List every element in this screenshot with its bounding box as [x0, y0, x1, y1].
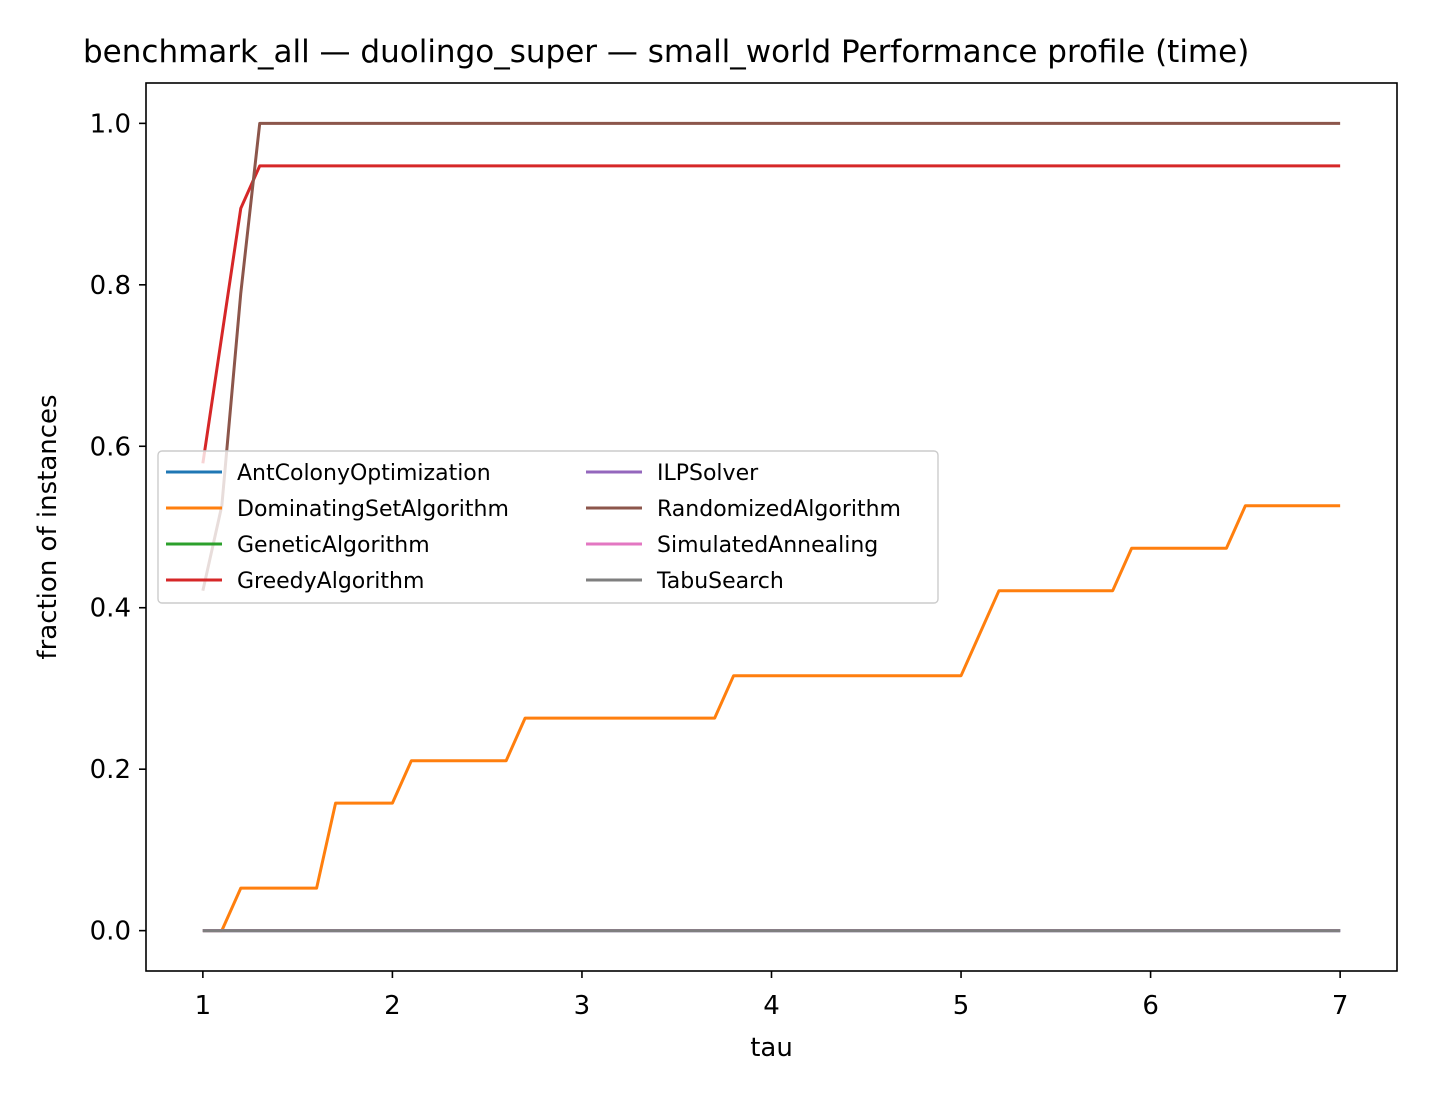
- chart-title: benchmark_all — duolingo_super — small_w…: [83, 34, 1249, 70]
- x-axis-ticks: 1 2 3 4 5 6 7: [195, 971, 1349, 1021]
- series-line-dominating-set-algorithm: [202, 504, 1341, 933]
- x-axis-label: tau: [750, 1033, 793, 1063]
- x-tick-label: 4: [763, 991, 780, 1021]
- legend-box: [157, 450, 939, 604]
- y-tick-label: 1.0: [90, 109, 131, 139]
- x-tick-label: 7: [1332, 991, 1349, 1021]
- legend-label-simulated-annealing: SimulatedAnnealing: [657, 533, 878, 558]
- legend-label-randomized-algorithm: RandomizedAlgorithm: [657, 497, 901, 522]
- x-tick-label: 2: [384, 991, 401, 1021]
- y-axis-label: fraction of instances: [33, 394, 63, 659]
- legend-label-dominating-set-algorithm: DominatingSetAlgorithm: [237, 497, 509, 522]
- x-tick-label: 6: [1142, 991, 1159, 1021]
- legend-label-ant-colony-optimization: AntColonyOptimization: [237, 461, 491, 486]
- y-tick-label: 0.6: [90, 432, 131, 462]
- series-line-greedy-algorithm: [201, 164, 1341, 464]
- y-tick-label: 0.4: [90, 594, 131, 624]
- y-axis-ticks: 0.0 0.2 0.4 0.6 0.8 1.0: [90, 109, 146, 947]
- legend-label-greedy-algorithm: GreedyAlgorithm: [237, 569, 424, 594]
- x-tick-label: 1: [195, 991, 212, 1021]
- x-tick-label: 5: [953, 991, 970, 1021]
- legend-label-ilpsolver: ILPSolver: [657, 461, 759, 486]
- legend: AntColonyOptimization DominatingSetAlgori…: [157, 450, 939, 604]
- y-tick-label: 0.8: [90, 271, 131, 301]
- plot-series-group: [201, 121, 1341, 933]
- x-tick-label: 3: [574, 991, 591, 1021]
- y-tick-label: 0.2: [90, 755, 131, 785]
- legend-label-tabu-search: TabuSearch: [656, 569, 784, 594]
- y-tick-label: 0.0: [90, 917, 131, 947]
- legend-label-genetic-algorithm: GeneticAlgorithm: [237, 533, 430, 558]
